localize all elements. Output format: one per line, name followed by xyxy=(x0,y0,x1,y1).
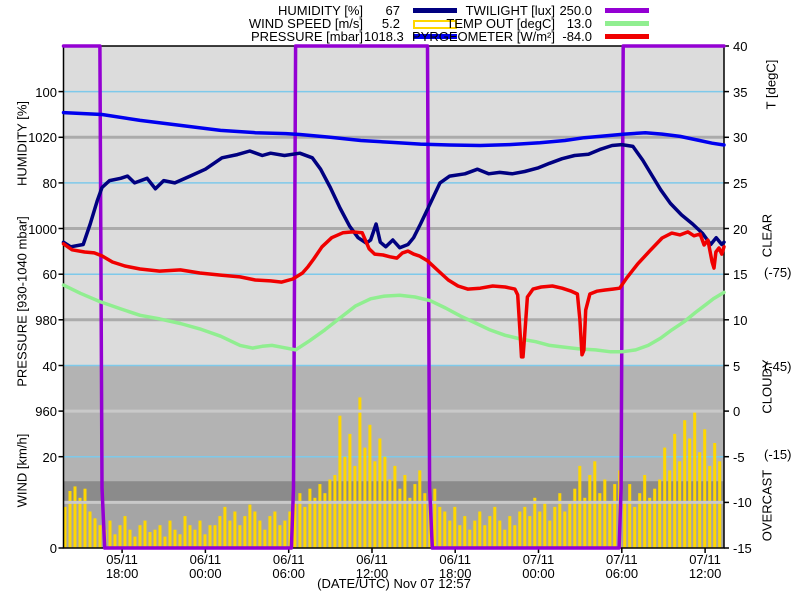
x-tick-datetime: 06/11 12:00 xyxy=(355,552,389,581)
legend-label-wind: WIND SPEED [m/s] xyxy=(248,16,363,31)
left-tick-humidity: 60 xyxy=(42,267,57,283)
sky-threshold-cloudy: (-45) xyxy=(764,359,792,374)
left-tick-humidity: 0 xyxy=(49,541,57,556)
right-tick-temp: -5 xyxy=(733,449,745,465)
pyrgeometer-line xyxy=(61,230,726,359)
x-tick-datetime: 07/11 00:00 xyxy=(522,552,555,581)
pressure-line xyxy=(61,110,726,148)
right-tick-temp: 5 xyxy=(733,358,741,374)
left-tick-humidity: 100 xyxy=(35,84,57,100)
right-tick-temp: 30 xyxy=(733,130,748,146)
left-tick-pressure: 1000 xyxy=(28,221,57,237)
temp-out-line xyxy=(61,283,726,354)
legend-value-twilight: 250.0 xyxy=(559,3,592,18)
legend-value-pressure: 1018.3 xyxy=(364,29,404,44)
x-tick-datetime: 06/11 18:00 xyxy=(438,552,472,581)
legend-value-wind: 5.2 xyxy=(381,16,400,31)
legend-label-twilight: TWILIGHT [lux] xyxy=(465,3,555,18)
humidity-line xyxy=(61,142,726,250)
x-tick-datetime: 06/11 06:00 xyxy=(272,552,305,581)
legend-value-humidity: 67 xyxy=(385,3,400,18)
left-tick-pressure: 1020 xyxy=(28,130,57,146)
right-tick-temp: 25 xyxy=(733,175,748,191)
sky-band xyxy=(63,365,724,482)
x-axis-title: (DATE/UTC) Nov 07 12:57 xyxy=(317,576,471,591)
axis-ticks xyxy=(58,45,729,553)
x-tick-datetime: 07/11 06:00 xyxy=(605,552,639,581)
right-tick-temp: 10 xyxy=(733,312,748,328)
legend-value-temp: 13.0 xyxy=(566,16,592,31)
sky-band xyxy=(63,46,724,366)
sky-threshold-overcast: (-15) xyxy=(764,447,792,462)
twilight-line xyxy=(61,44,726,550)
left-tick-pressure: 960 xyxy=(35,404,57,420)
legend-swatch-pyrgeometer-line xyxy=(605,34,649,39)
legend-label-temp: TEMP OUT [degC] xyxy=(446,16,555,31)
legend-swatch-twilight-line xyxy=(605,8,649,13)
legend-swatch-humidity-line xyxy=(413,8,457,13)
right-tick-temp: 15 xyxy=(733,267,748,283)
right-tick-temp: -15 xyxy=(733,541,752,556)
legend-label-humidity: HUMIDITY [%] xyxy=(278,3,363,18)
left-tick-humidity: 20 xyxy=(42,449,57,465)
x-tick-datetime: 07/11 12:00 xyxy=(688,552,722,581)
x-tick-datetime: 05/11 18:00 xyxy=(105,552,139,581)
right-tick-temp: 40 xyxy=(733,39,748,54)
legend-label-pressure: PRESSURE [mbar] xyxy=(251,29,363,44)
legend-swatch-temp-line xyxy=(605,21,649,26)
right-tick-temp: 35 xyxy=(733,84,748,100)
legend-swatch-pressure-line xyxy=(413,34,457,39)
left-tick-pressure: 980 xyxy=(35,312,57,328)
right-tick-temp: 20 xyxy=(733,221,748,237)
left-tick-humidity: 40 xyxy=(42,358,57,374)
legend-value-pyrgeometer: -84.0 xyxy=(562,29,592,44)
right-tick-temp: -10 xyxy=(733,495,752,511)
legend-label-pyrgeometer: PYRGEOMETER [W/m²] xyxy=(412,29,555,44)
sky-threshold-clear: (-75) xyxy=(764,265,792,280)
x-tick-datetime: 06/11 00:00 xyxy=(189,552,222,581)
wind-bars xyxy=(63,397,722,548)
right-tick-temp: 0 xyxy=(733,404,741,420)
legend-swatch-wind-box xyxy=(413,20,457,29)
left-tick-humidity: 80 xyxy=(42,175,57,191)
